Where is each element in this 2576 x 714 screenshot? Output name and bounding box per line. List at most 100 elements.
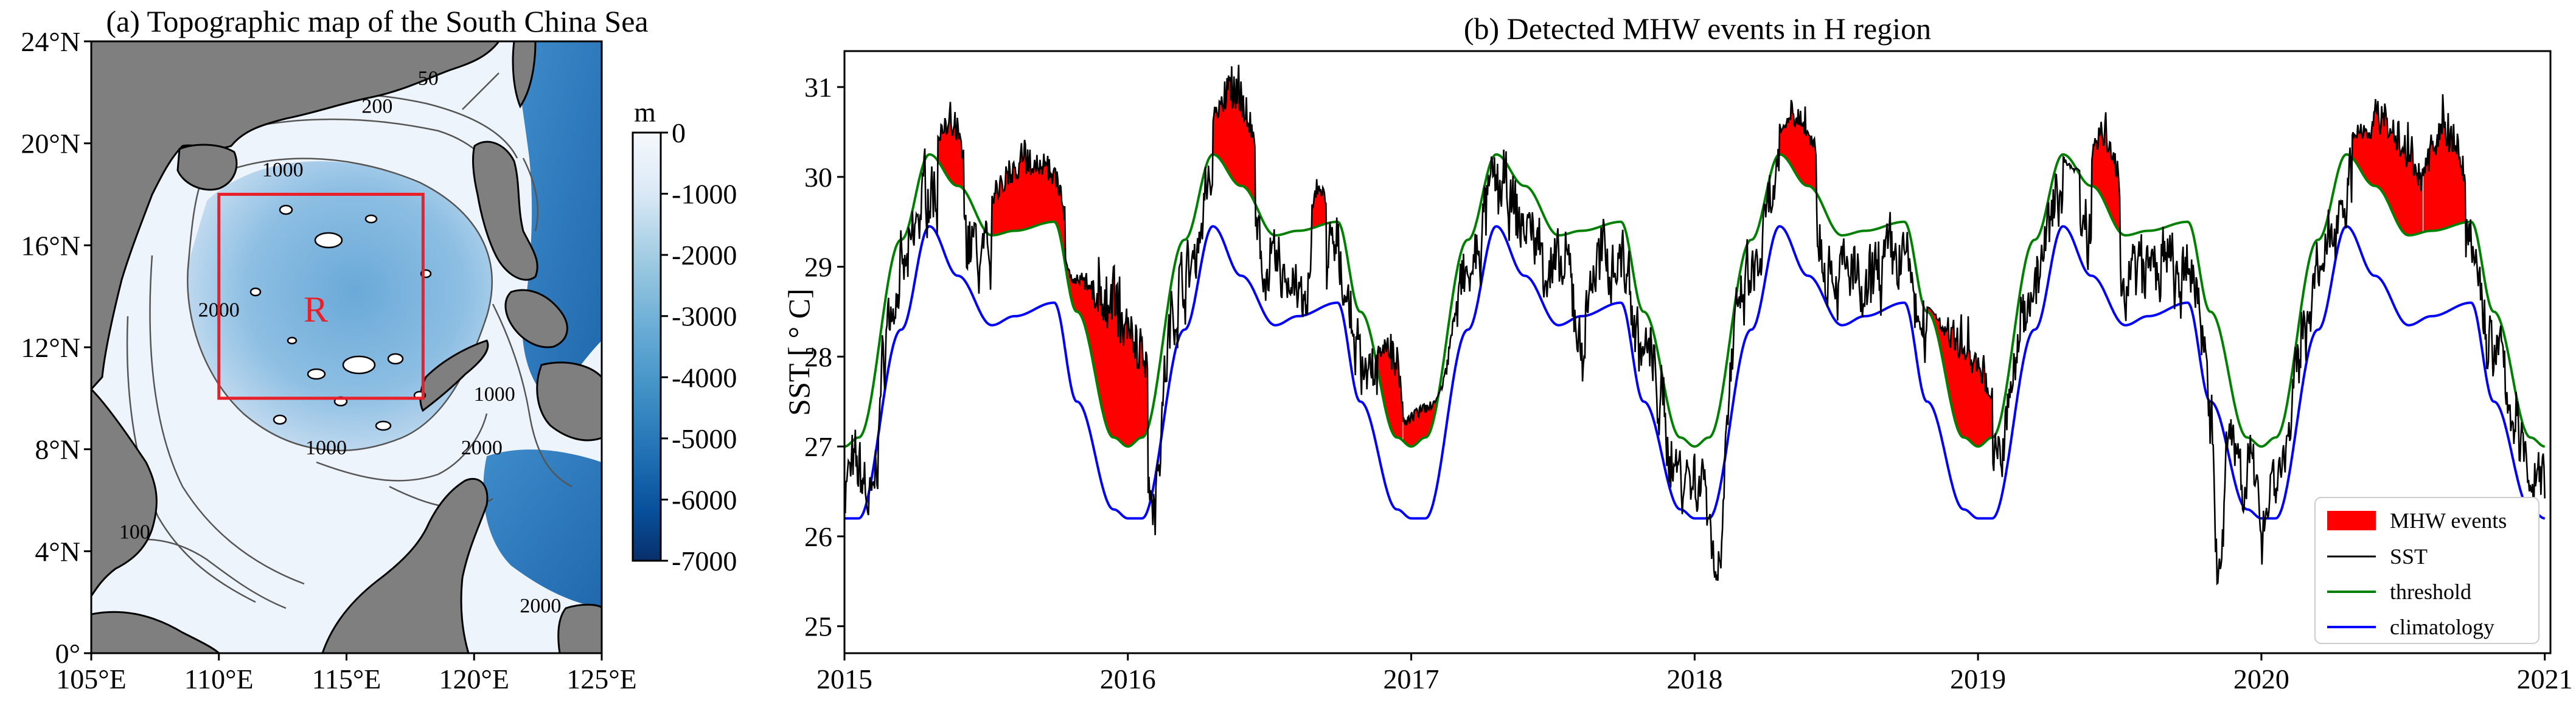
land-luzon <box>472 140 538 281</box>
map-title: (a) Topographic map of the South China S… <box>106 4 648 38</box>
map-panel: (a) Topographic map of the South China S… <box>21 4 737 695</box>
mhw-event <box>1065 257 1147 447</box>
ts-x-tick-label: 2019 <box>1950 664 2006 695</box>
ts-x-tick-label: 2020 <box>2233 664 2289 695</box>
contour-label: 1000 <box>305 437 347 459</box>
mhw-event <box>1213 64 1255 203</box>
region-r-box <box>217 193 425 400</box>
legend-item-climatology: climatology <box>2327 615 2494 639</box>
land-mindanao <box>536 361 602 442</box>
ts-y-tick-label: 25 <box>804 611 832 642</box>
ts-frame <box>843 50 2552 654</box>
ts-y-tick-label: 30 <box>804 162 832 193</box>
contour-label: 2000 <box>520 595 561 617</box>
colorbar-tick-label: -6000 <box>672 484 737 515</box>
colorbar-tick-label: -2000 <box>672 240 737 271</box>
reef-island <box>342 355 376 375</box>
contour-line <box>462 72 500 110</box>
reef-island <box>279 204 293 215</box>
land-hainan <box>176 144 238 191</box>
reef-island <box>387 353 404 365</box>
colorbar-tick-label: -4000 <box>672 362 737 393</box>
mhw-event <box>992 140 1066 267</box>
contour-label: 2000 <box>461 437 503 459</box>
reef-island <box>364 214 378 224</box>
ts-x-tick-label: 2021 <box>2517 664 2573 695</box>
region-r-label: R <box>304 289 328 330</box>
contour-line <box>492 303 573 488</box>
legend-box <box>2314 497 2539 644</box>
reef-island <box>249 287 262 297</box>
colorbar-tick-label: -1000 <box>672 179 737 210</box>
mhw-event <box>1927 307 1993 447</box>
map-y-tick-label: 24°N <box>21 26 80 57</box>
climatology-line <box>844 225 2545 520</box>
map-x-axis: 105°E 110°E 115°E 120°E 125°E <box>56 653 637 695</box>
ts-x-tick-label: 2016 <box>1100 664 1156 695</box>
ts-x-tick-label: 2015 <box>816 664 872 695</box>
legend: MHW events SST threshold climatology <box>2314 497 2539 644</box>
map-x-tick-label: 110°E <box>184 664 254 695</box>
mhw-event <box>938 102 964 190</box>
land-palawan <box>419 339 489 412</box>
land-visayas <box>504 289 568 348</box>
contour-line <box>522 158 539 232</box>
legend-item-sst: SST <box>2327 544 2428 569</box>
ts-x-axis: 2015 2016 2017 2018 2019 2020 2021 <box>816 653 2573 695</box>
reef-island <box>375 420 392 431</box>
map-x-tick-label: 115°E <box>312 664 381 695</box>
ts-y-axis: 25 26 27 28 29 30 31 <box>804 72 844 642</box>
ts-y-tick-label: 28 <box>804 341 832 372</box>
ts-ylabel: SST [ ° C] <box>782 288 816 415</box>
land-mainland-china <box>91 41 500 391</box>
legend-label-sst: SST <box>2390 544 2428 569</box>
deep-basin <box>187 161 492 451</box>
land-indochina <box>91 387 158 598</box>
legend-label-climatology: climatology <box>2390 615 2494 639</box>
land <box>91 41 602 653</box>
land-malay-peninsula <box>91 611 221 653</box>
colorbar-tick-label: -3000 <box>672 301 737 332</box>
map-x-tick-label: 120°E <box>439 664 510 695</box>
colorbar-tick-label: -5000 <box>672 423 737 454</box>
threshold-line <box>844 153 2545 448</box>
reef-island <box>314 232 343 249</box>
ts-y-tick-label: 29 <box>804 252 832 283</box>
land-borneo <box>321 477 489 653</box>
map-x-tick-label: 105°E <box>56 664 127 695</box>
land-taiwan <box>512 41 537 109</box>
map-x-tick-label: 125°E <box>566 664 637 695</box>
reef-island <box>287 336 298 345</box>
mhw-event <box>1377 334 1403 441</box>
ts-y-tick-label: 27 <box>804 431 832 462</box>
contour-line <box>149 255 305 585</box>
ts-y-tick-label: 31 <box>804 72 832 103</box>
contour-label: 1000 <box>262 159 304 181</box>
ts-title: (b) Detected MHW events in H region <box>1464 12 1931 46</box>
contour-line <box>187 158 493 451</box>
legend-item-threshold: threshold <box>2327 580 2471 604</box>
colorbar-unit: m <box>634 97 656 128</box>
ts-x-tick-label: 2018 <box>1666 664 1722 695</box>
map-y-tick-label: 0° <box>55 638 80 669</box>
map-y-tick-label: 4°N <box>35 536 80 567</box>
colorbar-tick-label: -7000 <box>672 546 737 577</box>
contour-label: 200 <box>361 95 392 117</box>
colorbar-bar <box>632 131 662 562</box>
legend-item-mhw: MHW events <box>2327 508 2507 533</box>
land-sulawesi-edge <box>557 603 602 653</box>
map-y-tick-label: 8°N <box>35 434 80 465</box>
map-y-tick-label: 12°N <box>21 332 80 363</box>
legend-label-mhw: MHW events <box>2390 508 2507 533</box>
map-y-axis: 0° 4°N 8°N 12°N 16°N 20°N 24°N <box>21 26 91 669</box>
mhw-event-fills <box>938 64 2465 447</box>
mhw-event <box>2423 94 2465 232</box>
colorbar-ticks: 0 -1000 -2000 -3000 -4000 -5000 -6000 -7000 <box>661 117 737 577</box>
colorbar: m 0 -1000 -2000 -3000 -4000 -5000 -6000 -7000 <box>632 97 737 577</box>
reef-island <box>273 414 287 425</box>
contour-label: 50 <box>418 67 439 89</box>
mhw-event <box>1780 100 1816 193</box>
